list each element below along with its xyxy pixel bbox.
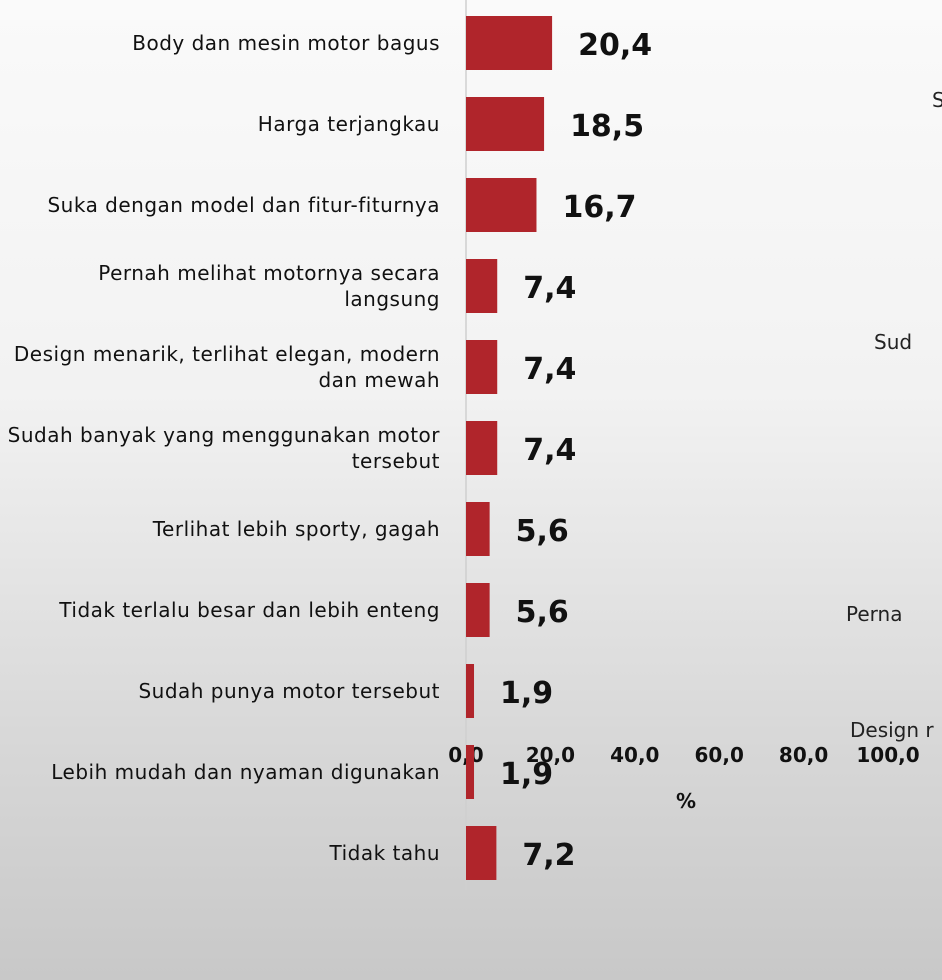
chart: 0,020,040,060,080,0100,0%20,418,516,77,4…	[0, 0, 942, 980]
y-tick-label: Terlihat lebih sporty, gagah	[0, 516, 440, 542]
y-tick-label: Tidak tahu	[0, 840, 440, 866]
value-label: 5,6	[516, 595, 569, 630]
x-tick-label: 60,0	[695, 743, 744, 767]
bar	[466, 259, 497, 313]
plot: 0,020,040,060,080,0100,0%20,418,516,77,4…	[0, 0, 942, 980]
value-label: 20,4	[578, 28, 652, 63]
y-tick-label: Sudah banyak yang menggunakan motor ters…	[0, 422, 440, 474]
y-tick-label: Sudah punya motor tersebut	[0, 678, 440, 704]
y-tick-label: Pernah melihat motornya secara langsung	[0, 260, 440, 312]
bar	[466, 340, 497, 394]
value-label: 7,2	[522, 838, 575, 873]
y-tick-label: Suka dengan model dan fitur-fiturnya	[0, 192, 440, 218]
bar	[466, 664, 474, 718]
page: {"chart_data": {"type": "bar", "orientat…	[0, 0, 942, 980]
x-tick-label: 80,0	[779, 743, 828, 767]
value-label: 5,6	[516, 514, 569, 549]
background-text: S	[932, 88, 942, 112]
y-tick-label: Tidak terlalu besar dan lebih enteng	[0, 597, 440, 623]
bar	[466, 502, 490, 556]
value-label: 18,5	[570, 109, 644, 144]
value-label: 7,4	[523, 433, 576, 468]
value-label: 7,4	[523, 271, 576, 306]
y-tick-label: Design menarik, terlihat elegan, modern …	[0, 341, 440, 393]
value-label: 1,9	[500, 757, 553, 792]
bar	[466, 97, 544, 151]
x-tick-label: 100,0	[856, 743, 919, 767]
value-label: 1,9	[500, 676, 553, 711]
value-label: 7,4	[523, 352, 576, 387]
bar	[466, 178, 536, 232]
bar	[466, 745, 474, 799]
y-tick-label: Harga terjangkau	[0, 111, 440, 137]
y-tick-label: Body dan mesin motor bagus	[0, 30, 440, 56]
bar	[466, 16, 552, 70]
bar	[466, 421, 497, 475]
bar	[466, 826, 496, 880]
x-tick-label: 40,0	[610, 743, 659, 767]
background-text: Perna	[846, 602, 902, 626]
x-axis-title: %	[676, 789, 696, 813]
background-text: Sud	[874, 330, 912, 354]
y-tick-label: Lebih mudah dan nyaman digunakan	[0, 759, 440, 785]
bar	[466, 583, 490, 637]
background-text: Design r	[850, 718, 934, 742]
value-label: 16,7	[562, 190, 636, 225]
